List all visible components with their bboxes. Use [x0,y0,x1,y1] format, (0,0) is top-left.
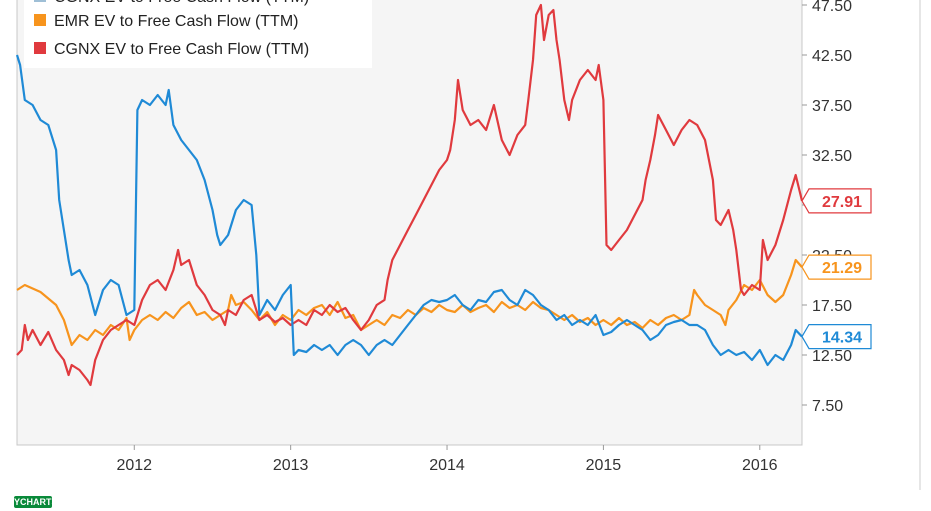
legend-entry-1: EMR EV to Free Cash Flow (TTM) [34,13,298,30]
series-line-3 [15,54,803,367]
plot-background [16,0,803,446]
legend: CGNX EV to Free Cash Flow (TTM) EMR EV to… [24,0,372,68]
y-tick-label: 47.50 [812,0,852,15]
series-line-2 [16,3,804,387]
end-value-text: 21.29 [822,260,862,277]
y-tick-label: 12.50 [812,348,852,365]
x-tick-label: 2014 [429,457,465,474]
end-value-text: 27.91 [822,194,862,211]
legend-entry-0: CGNX EV to Free Cash Flow (TTM) [34,0,309,6]
end-value-box [801,324,872,350]
end-value-text: 14.34 [822,330,862,347]
legend-label: CGNX EV to Free Cash Flow (TTM) [54,0,309,6]
x-tick-label: 2016 [742,457,778,474]
end-value-box [801,188,872,214]
y-tick-label: 7.50 [812,398,843,415]
end-value-label-1: 21.29 [801,254,872,280]
legend-background [24,0,372,68]
x-tick-label: 2013 [273,457,309,474]
legend-label: EMR EV to Free Cash Flow (TTM) [54,13,298,30]
x-axis: 2012 2013 2014 2015 2016 [116,445,778,474]
end-value-label-2: 27.91 [801,188,872,214]
legend-entry-2: CGNX EV to Free Cash Flow (TTM) [34,41,309,58]
y-tick-label: 32.50 [812,148,852,165]
y-tick-label: 37.50 [812,98,852,115]
end-value-label-3: 14.34 [801,324,872,350]
series-layer [15,3,804,387]
x-tick-label: 2012 [116,457,152,474]
y-tick-label: 17.50 [812,298,852,315]
legend-swatch [34,42,46,54]
end-value-box [801,254,872,280]
y-tick-label: 42.50 [812,48,852,65]
legend-swatch [34,14,46,26]
legend-label: CGNX EV to Free Cash Flow (TTM) [54,41,309,58]
ycharts-logo: YCHARTS [14,496,52,508]
end-labels: 21.29 27.91 14.34 [801,188,872,350]
x-tick-label: 2015 [586,457,622,474]
legend-swatch [34,0,46,2]
